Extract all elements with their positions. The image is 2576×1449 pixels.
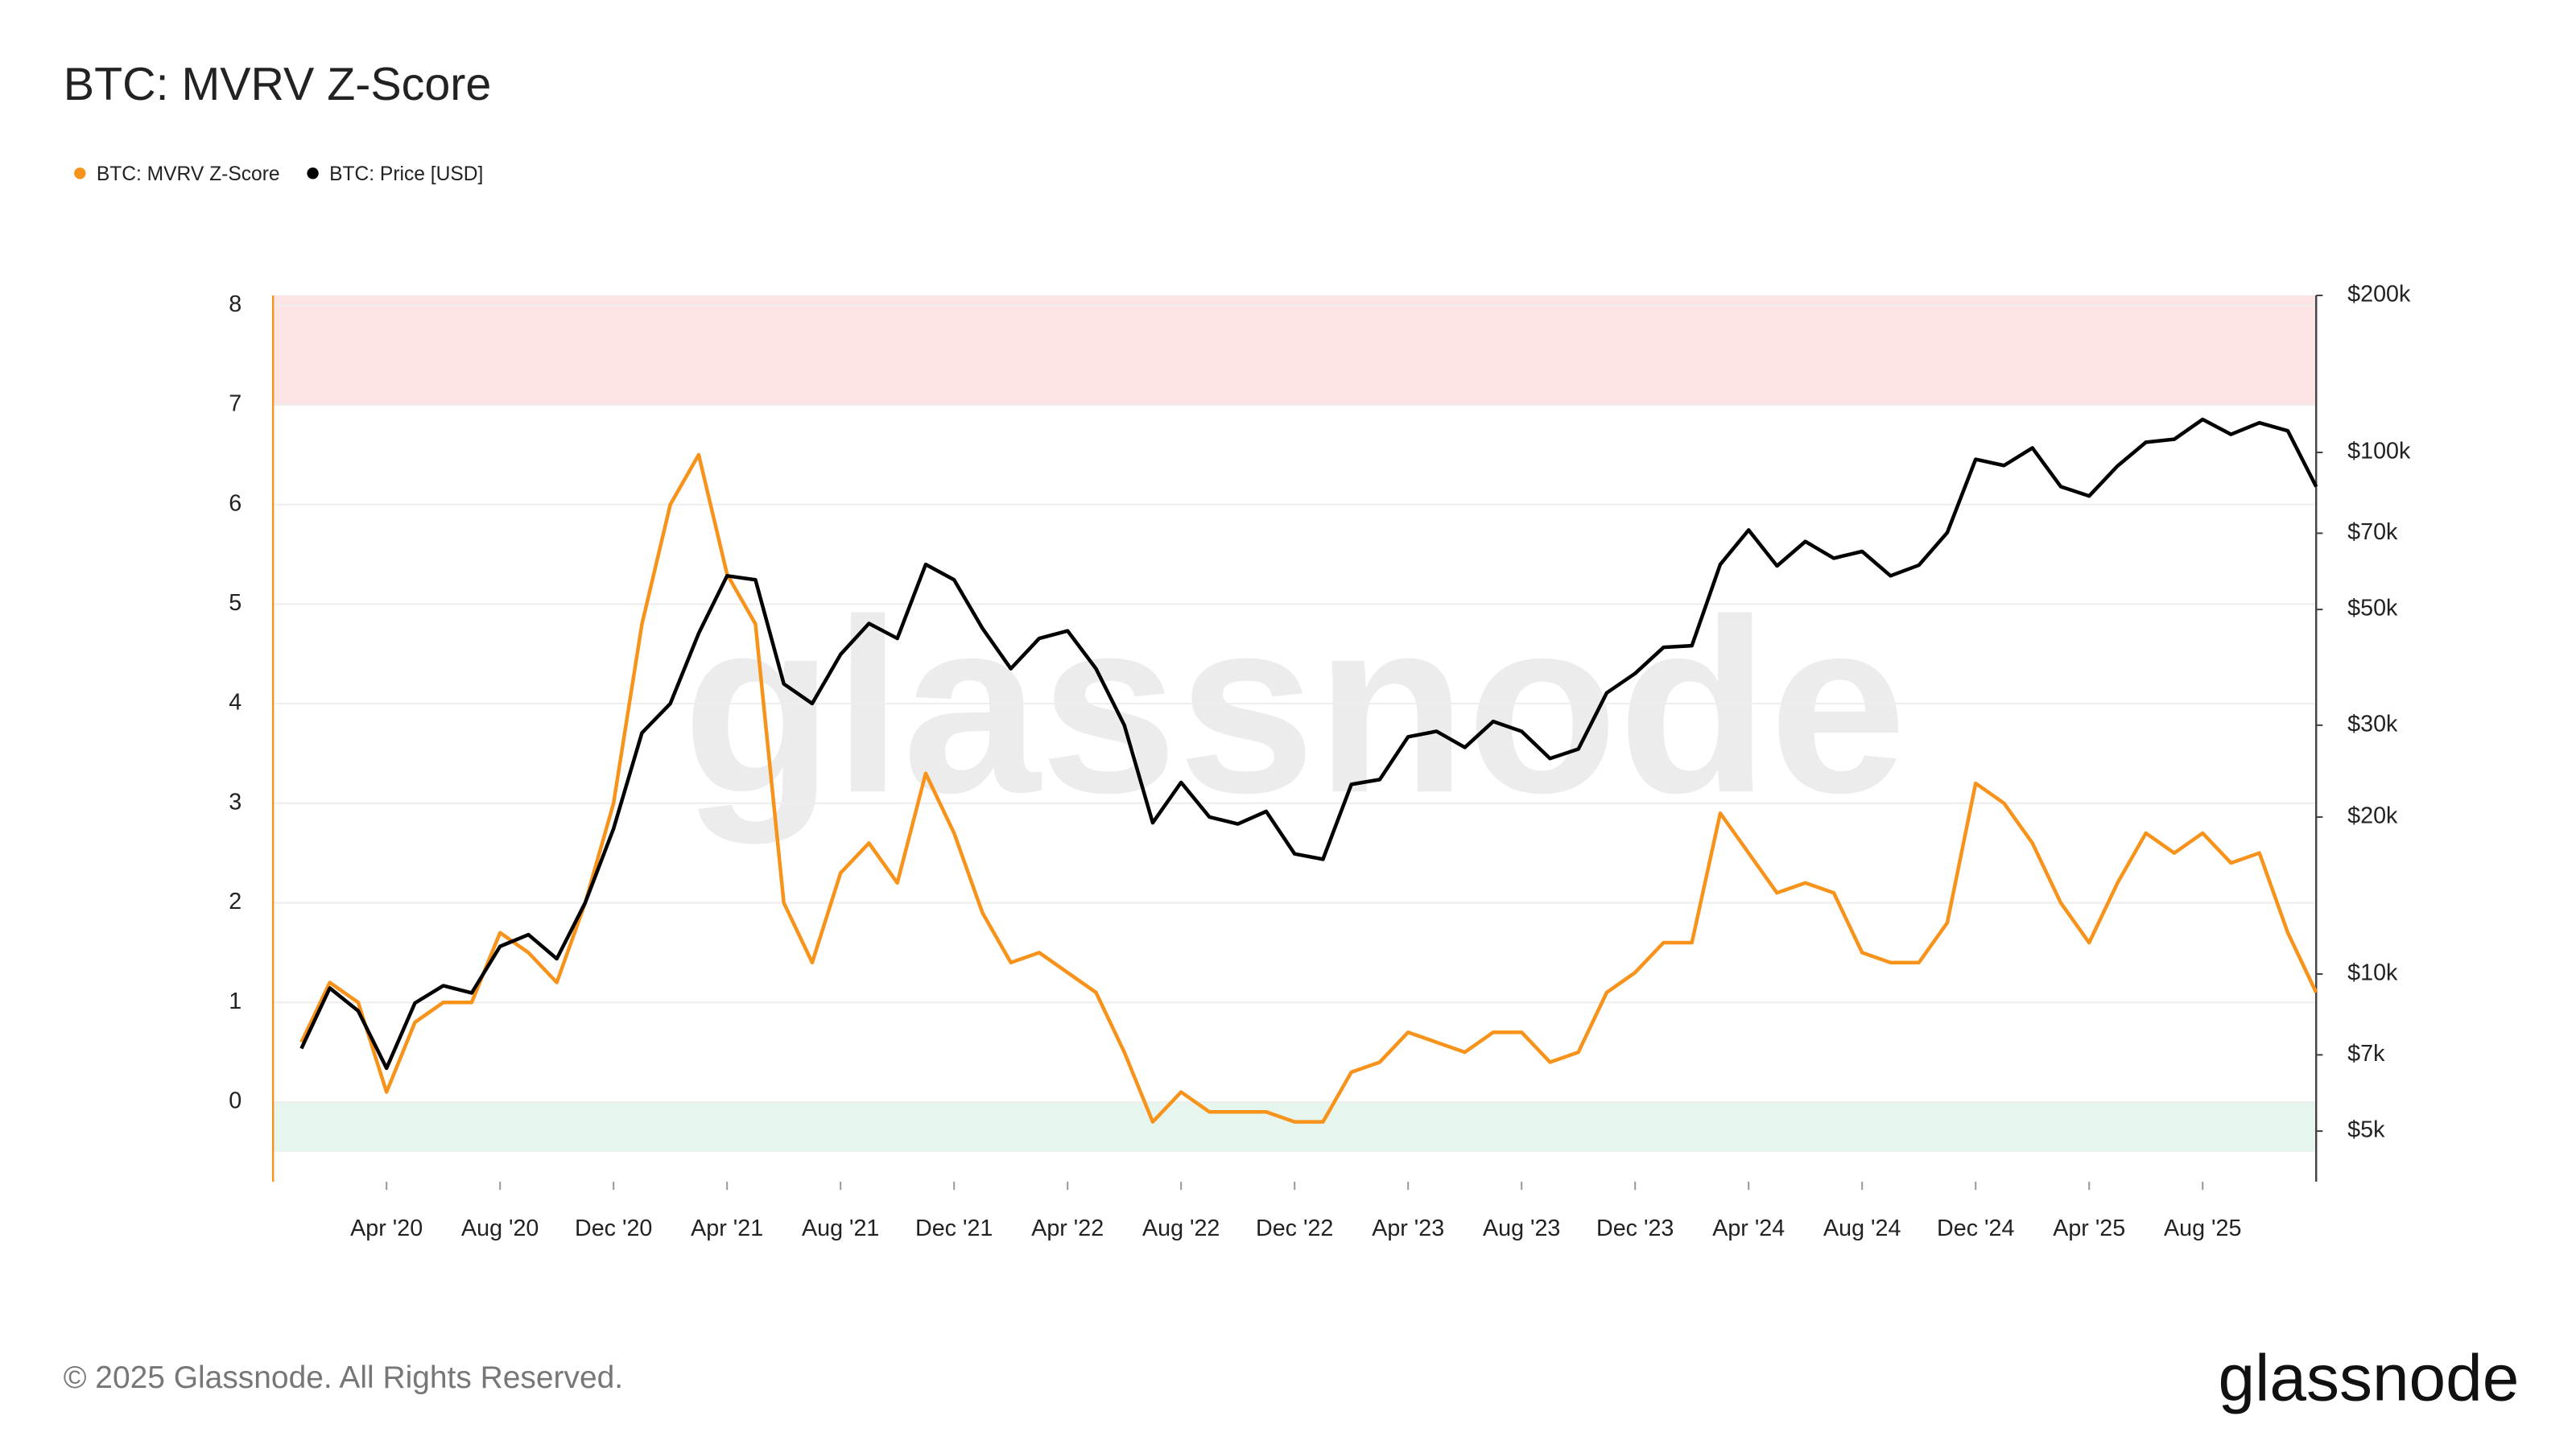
logo: glassnode: [2219, 1342, 2520, 1415]
legend-label: BTC: Price [USD]: [329, 163, 483, 185]
y2-tick-label: $10k: [2347, 960, 2398, 986]
x-tick-label: Dec '20: [575, 1216, 652, 1241]
x-tick-label: Dec '24: [1937, 1216, 2014, 1241]
x-tick-label: Apr '25: [2053, 1216, 2125, 1241]
x-tick-label: Apr '23: [1372, 1216, 1444, 1241]
y-tick-label: 6: [229, 490, 242, 516]
y2-tick-label: $200k: [2347, 282, 2411, 308]
legend-marker: [74, 167, 86, 180]
y-tick-label: 0: [229, 1088, 242, 1114]
series-line: [299, 452, 2318, 1124]
legend-marker: [307, 167, 319, 180]
x-tick-label: Aug '23: [1483, 1216, 1560, 1241]
x-tick-label: Apr '21: [691, 1216, 763, 1241]
y2-tick-label: $20k: [2347, 803, 2398, 829]
x-tick-label: Aug '21: [802, 1216, 879, 1241]
x-tick-label: Dec '22: [1256, 1216, 1333, 1241]
y2-tick-label: $30k: [2347, 711, 2398, 737]
y2-tick-label: $50k: [2347, 596, 2398, 621]
y-tick-label: 7: [229, 391, 242, 417]
x-tick-label: Aug '20: [461, 1216, 539, 1241]
series-line: [299, 417, 2318, 1071]
x-tick-label: Apr '20: [350, 1216, 423, 1241]
x-tick-label: Dec '21: [915, 1216, 993, 1241]
y2-tick-label: $7k: [2347, 1041, 2385, 1067]
legend-label: BTC: MVRV Z-Score: [97, 163, 280, 185]
chart-title: BTC: MVRV Z-Score: [64, 59, 491, 110]
y-tick-label: 2: [229, 889, 242, 914]
zone-band: [273, 1101, 2317, 1152]
y-tick-label: 1: [229, 989, 242, 1014]
footer: © 2025 Glassnode. All Rights Reserved.: [64, 1360, 623, 1395]
y2-tick-label: $5k: [2347, 1117, 2385, 1143]
y-tick-label: 8: [229, 291, 242, 317]
x-tick-label: Aug '22: [1142, 1216, 1220, 1241]
x-tick-label: Aug '24: [1823, 1216, 1901, 1241]
x-tick-label: Apr '22: [1031, 1216, 1104, 1241]
x-tick-label: Aug '25: [2164, 1216, 2241, 1241]
y-tick-label: 5: [229, 590, 242, 616]
x-tick-label: Dec '23: [1596, 1216, 1674, 1241]
y2-tick-label: $100k: [2347, 439, 2411, 464]
x-tick-label: Apr '24: [1712, 1216, 1785, 1241]
zone-band: [273, 295, 2317, 406]
y-tick-label: 4: [229, 690, 242, 716]
y2-tick-label: $70k: [2347, 519, 2398, 545]
watermark: glassnode: [683, 568, 1907, 845]
y-tick-label: 3: [229, 789, 242, 815]
